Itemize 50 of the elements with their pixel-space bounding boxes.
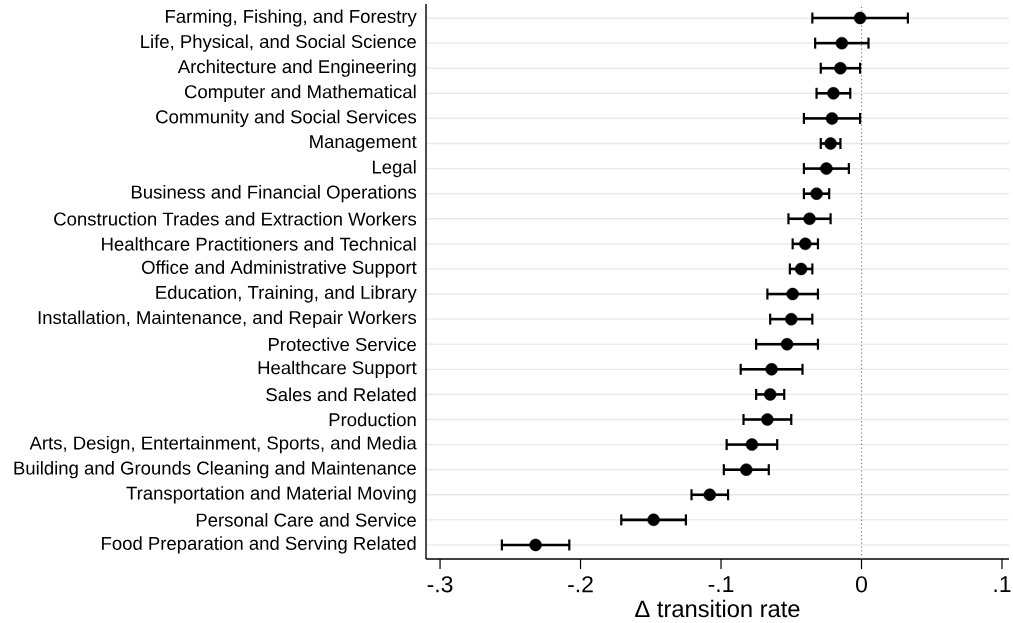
point <box>763 388 777 401</box>
y-tick-label: Protective Service <box>268 337 416 352</box>
point <box>780 338 794 351</box>
point <box>834 62 847 75</box>
y-tick-label: Personal Care and Service <box>196 513 416 527</box>
y-tick-label: Healthcare Support <box>258 360 417 378</box>
y-tick-label: Community and Social Services <box>156 109 417 128</box>
point <box>827 87 840 100</box>
point <box>853 11 867 25</box>
point <box>820 162 833 175</box>
x-tick-label: 0 <box>856 576 867 593</box>
point <box>794 262 808 276</box>
y-tick-label: Sales and Related <box>266 387 416 402</box>
point <box>740 463 753 476</box>
point <box>761 413 774 426</box>
point <box>786 287 799 301</box>
y-tick-label: Arts, Design, Entertainment, Sports, and Media <box>29 435 417 454</box>
y-tick-label: Computer and Mathematical <box>184 84 416 102</box>
x-tick-label: -.1 <box>708 576 734 592</box>
x-tick-label: -.2 <box>568 576 593 593</box>
point <box>765 363 778 376</box>
y-tick-label: Production <box>329 412 416 427</box>
point <box>810 187 823 200</box>
point <box>785 312 798 326</box>
point <box>647 513 660 527</box>
point <box>803 212 816 225</box>
y-tick-label: Transportation and Material Moving <box>126 486 416 504</box>
y-tick-label: Food Preparation and Serving Related <box>102 536 416 554</box>
y-tick-label: Construction Trades and Extraction Workers <box>54 211 417 226</box>
x-tick-label: -.3 <box>427 576 453 593</box>
y-tick-label: Installation, Maintenance, and Repair Workers <box>38 310 417 328</box>
y-tick-label: Life, Physical, and Social Science <box>141 34 416 52</box>
x-axis-title: Δ transition rate <box>635 599 800 618</box>
point <box>529 538 542 552</box>
y-tick-label: Legal <box>372 159 416 178</box>
x-tick-label: .1 <box>994 576 1011 592</box>
point <box>745 438 759 451</box>
point <box>825 112 839 125</box>
point <box>835 36 849 50</box>
y-tick-label: Healthcare Practitioners and Technical <box>102 237 416 251</box>
point <box>824 137 837 150</box>
y-tick-label: Management <box>310 135 417 152</box>
y-tick-label: Education, Training, and Library <box>156 285 417 303</box>
point <box>703 488 716 501</box>
y-tick-label: Farming, Fishing, and Forestry <box>166 9 417 27</box>
y-tick-label: Office and Administrative Support <box>141 260 417 278</box>
y-tick-label: Architecture and Engineering <box>177 59 416 77</box>
y-tick-label: Building and Grounds Cleaning and Maintenance <box>14 461 416 479</box>
point <box>799 237 812 251</box>
y-tick-label: Business and Financial Operations <box>131 185 417 203</box>
